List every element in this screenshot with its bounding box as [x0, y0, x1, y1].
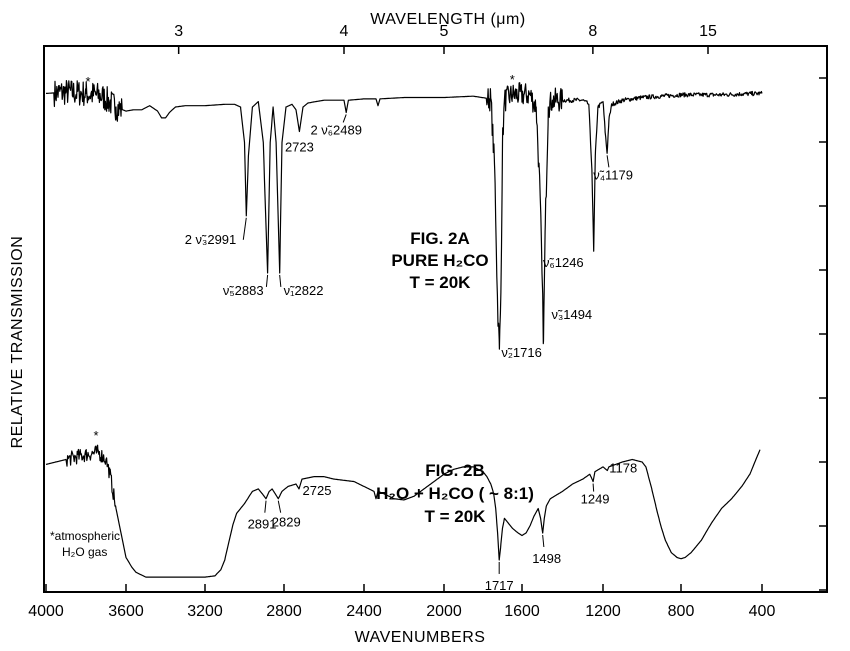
- peak-label: ν̃₄1179: [593, 167, 633, 182]
- peak-label: 1249: [581, 492, 610, 507]
- peak-label: 2829: [272, 515, 301, 530]
- x-tick-label: 400: [749, 603, 776, 620]
- top-axis-ticks: 3 4 5 8 15: [174, 23, 717, 54]
- peak-label: ν̃₁2822: [284, 283, 324, 298]
- peak-label: ν̃₆1246: [543, 255, 584, 270]
- bottom-axis-ticks: 4000 3600 3200 2800 2400 2000 1600 1200 800 400: [28, 584, 775, 620]
- peak-label: *: [510, 72, 515, 87]
- x-tick-label: 2800: [266, 603, 302, 620]
- x-tick-label: 800: [668, 603, 695, 620]
- spectra: [45, 80, 763, 578]
- peak-label: 1717: [485, 578, 514, 593]
- atmospheric-note: *atmospheric H₂O gas: [50, 529, 120, 559]
- peak-label: 2725: [303, 483, 332, 498]
- peak-leader-line: [242, 217, 247, 240]
- figure-2a-line-2: PURE H₂CO: [391, 251, 488, 270]
- x-axis-title: WAVENUMBERS: [355, 629, 486, 646]
- peak-label: 1498: [532, 551, 561, 566]
- peak-leader-line: [542, 534, 545, 548]
- peak-label: ν̃₅2883: [223, 283, 264, 298]
- peak-label: *: [85, 74, 90, 89]
- x-tick-label: 4000: [28, 603, 64, 620]
- peak-labels: * 2 ν̃₃2991 ν̃₅2883 ν̃₁2822 2723 2 ν̃₆2489 * ν̃…: [85, 72, 637, 593]
- top-tick-label: 5: [440, 23, 449, 40]
- figure-2b-line-2: H₂O + H₂CO ( ~ 8:1): [376, 484, 534, 503]
- spectrum-2a-line: [46, 80, 763, 350]
- peak-leader-line: [592, 483, 595, 492]
- x-tick-label: 2000: [426, 603, 462, 620]
- peak-label: ν̃₃1494: [551, 307, 592, 322]
- peak-leader-line: [265, 274, 269, 288]
- peak-label: 2723: [285, 140, 314, 155]
- peak-leader-line: [606, 155, 610, 168]
- right-axis-ticks: [819, 77, 827, 591]
- top-axis-title: WAVELENGTH (μm): [370, 11, 525, 28]
- top-tick-label: 15: [699, 23, 717, 40]
- peak-label: ν̃₂1716: [501, 345, 541, 360]
- peak-leader-line: [342, 114, 347, 123]
- figure-2b-line-1: FIG. 2B: [425, 461, 485, 480]
- figure-2a-line-3: T = 20K: [410, 273, 472, 292]
- x-tick-label: 3200: [187, 603, 223, 620]
- figure-label-2b: FIG. 2B H₂O + H₂CO ( ~ 8:1) T = 20K: [376, 461, 534, 526]
- atmospheric-note-line-1: *atmospheric: [50, 529, 120, 543]
- top-tick-label: 4: [340, 23, 349, 40]
- peak-label: 2891: [248, 517, 277, 532]
- peak-leader-line: [264, 500, 267, 513]
- peak-leader-line: [277, 500, 282, 513]
- atmospheric-note-line-2: H₂O gas: [62, 545, 107, 559]
- peak-label: 2 ν̃₃2991: [185, 232, 237, 247]
- x-tick-label: 1200: [585, 603, 621, 620]
- top-tick-label: 3: [174, 23, 183, 40]
- figure-2a-line-1: FIG. 2A: [410, 229, 470, 248]
- x-tick-label: 3600: [108, 603, 144, 620]
- x-tick-label: 1600: [504, 603, 540, 620]
- x-tick-label: 2400: [346, 603, 382, 620]
- peak-label: 2 ν̃₆2489: [310, 122, 362, 137]
- top-tick-label: 8: [588, 23, 597, 40]
- peak-label: 1178: [609, 461, 637, 476]
- plot-frame: [43, 45, 828, 593]
- figure-label-2a: FIG. 2A PURE H₂CO T = 20K: [391, 229, 488, 292]
- peak-leader-line: [279, 274, 282, 288]
- peak-label: *: [93, 428, 98, 443]
- y-axis-title: RELATIVE TRANSMISSION: [9, 236, 26, 449]
- figure-2b-line-3: T = 20K: [425, 507, 487, 526]
- spectrum-2b-line: [45, 444, 761, 578]
